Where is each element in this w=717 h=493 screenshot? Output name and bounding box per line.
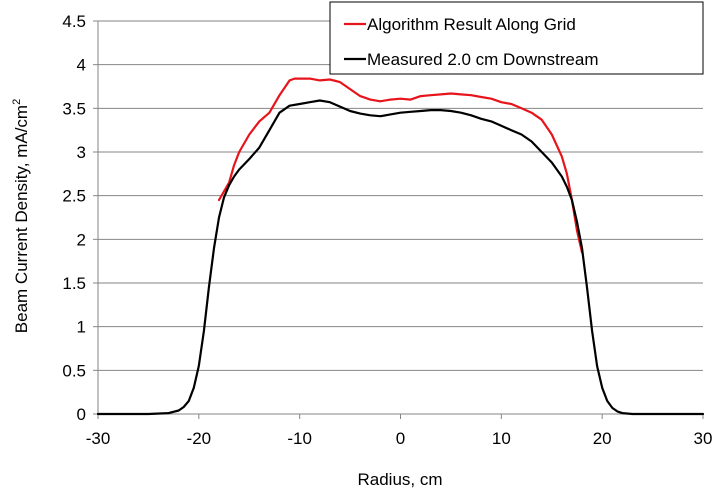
y-tick-label-8: 4: [77, 56, 86, 75]
x-tick-label-6: 30: [694, 429, 713, 448]
x-tick-label-5: 20: [593, 429, 612, 448]
x-tick-label-3: 0: [396, 429, 405, 448]
x-tick-label-1: -20: [187, 429, 212, 448]
y-tick-label-9: 4.5: [62, 12, 86, 31]
x-tick-label-2: -10: [287, 429, 312, 448]
y-tick-label-3: 1.5: [62, 274, 86, 293]
data-series: [96, 77, 705, 416]
series-line-algorithm: [217, 77, 584, 254]
y-tick-label-5: 2.5: [62, 187, 86, 206]
y-tick-label-1: 0.5: [62, 361, 86, 380]
tick-labels: 0 0.5 1 1.5 2 2.5 3 3.5 4 4.5 -30 -20 -10 0 10 20 30: [62, 12, 712, 448]
y-tick-label-2: 1: [77, 318, 86, 337]
legend: Algorithm Result Along Grid Measured 2.0…: [329, 1, 704, 75]
y-tick-label-0: 0: [77, 405, 86, 424]
y-tick-label-4: 2: [77, 230, 86, 249]
y-axis-title-main: Beam Current Density, mA/cm: [12, 105, 31, 333]
axes: [93, 20, 704, 419]
x-tick-label-0: -30: [86, 429, 111, 448]
legend-label-algorithm: Algorithm Result Along Grid: [367, 15, 576, 34]
legend-box: [329, 1, 704, 75]
x-axis-title: Radius, cm: [357, 470, 442, 489]
plot-area: [98, 21, 703, 414]
legend-label-measured: Measured 2.0 cm Downstream: [367, 50, 598, 69]
y-tick-label-7: 3.5: [62, 99, 86, 118]
y-axis-title-superscript: 2: [11, 99, 23, 105]
x-tick-label-4: 10: [492, 429, 511, 448]
series-line-measured: [96, 99, 705, 416]
y-tick-label-6: 3: [77, 143, 86, 162]
y-axis-title: Beam Current Density, mA/cm2: [11, 99, 31, 333]
